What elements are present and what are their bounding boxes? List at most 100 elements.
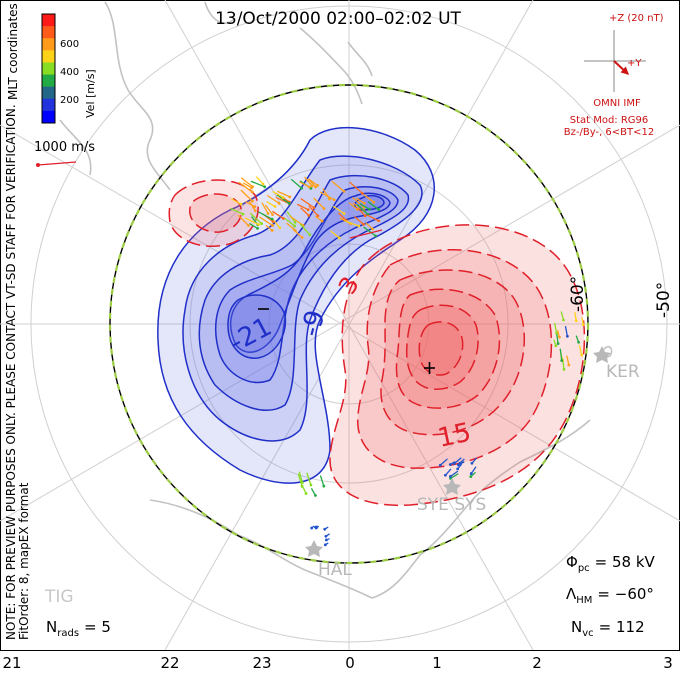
velocity-vector: [304, 176, 313, 187]
velocity-vector-origin: [316, 214, 320, 218]
velocity-vector: [271, 210, 284, 220]
vector-scale-line: [37, 161, 77, 166]
extrema-markers: [258, 308, 435, 374]
velocity-vector-origin: [581, 323, 585, 327]
pos-cell-fill-1: [329, 224, 586, 507]
neg-cell-fill-2: [182, 155, 423, 442]
velocity-vector: [258, 216, 273, 226]
velocity-vector: [357, 207, 366, 217]
velocity-vector-origin: [556, 342, 560, 345]
station-star-hal: [305, 540, 323, 557]
colorbar-axis-label: Vel [m/s]: [84, 69, 97, 118]
velocity-vector-origin: [361, 191, 364, 195]
pos-cell-fill-2: [357, 249, 553, 469]
velocity-vector-origin: [253, 209, 257, 213]
mlt-tick-0: 0: [345, 654, 355, 672]
velocity-vector-origin: [452, 462, 456, 465]
velocity-vector: [560, 311, 565, 321]
latitude-label-50: -50°: [654, 282, 674, 318]
velocity-vector: [559, 348, 563, 361]
velocity-vector: [261, 202, 269, 214]
velocity-vector: [242, 182, 252, 189]
velocity-vector: [578, 345, 583, 356]
velocity-vector: [363, 226, 376, 237]
velocity-vector-origin: [555, 331, 559, 335]
velocity-vector-origin: [273, 205, 277, 208]
velocity-vector-origin: [337, 236, 341, 240]
velocity-vector-origin: [293, 221, 297, 224]
velocity-vector: [556, 334, 559, 344]
velocity-vector-origin: [270, 217, 274, 221]
velocity-vector-origin: [271, 220, 275, 224]
station-label-hal: HAL: [318, 560, 352, 580]
velocity-vector-origin: [281, 196, 285, 199]
velocity-vector: [272, 219, 281, 229]
velocity-vector: [337, 212, 347, 222]
velocity-vector-origin: [324, 534, 328, 538]
velocity-vector-origin: [287, 202, 291, 205]
velocity-vector: [363, 194, 375, 203]
pos-small-cell-2: [189, 193, 242, 233]
velocity-vector: [359, 203, 370, 210]
velocity-vector: [290, 178, 303, 189]
velocity-vector-origin: [261, 182, 265, 186]
velocity-vector-origin: [377, 208, 381, 211]
velocity-vector-origin: [438, 463, 442, 467]
velocity-vector: [306, 472, 312, 486]
velocity-vector-origin: [324, 538, 328, 542]
velocity-vector: [250, 180, 265, 188]
colorbar-swatch: [42, 98, 55, 112]
velocity-vector: [365, 222, 373, 230]
velocity-vector: [330, 230, 340, 239]
coast-antarctica: [149, 419, 591, 599]
colorbar-border: [41, 13, 56, 124]
velocity-vector-origin: [470, 461, 474, 465]
velocity-vector-origin: [306, 208, 310, 212]
velocity-vector: [554, 322, 558, 334]
velocity-vector-origin: [314, 525, 317, 529]
velocity-vector: [322, 188, 331, 200]
velocity-vector: [244, 217, 260, 226]
velocity-vector-origin: [307, 214, 311, 217]
velocity-vector-origin: [469, 475, 473, 478]
station-star-sye: [443, 478, 461, 495]
colorbar-swatch: [42, 62, 55, 76]
neg-cell-fill-5: [229, 192, 391, 353]
velocity-vector: [272, 190, 284, 199]
velocity-vector: [348, 202, 358, 210]
velocity-vector-origin: [316, 183, 320, 187]
velocity-vector: [299, 223, 311, 236]
velocity-vector-origin: [469, 472, 473, 475]
velocity-vector: [354, 216, 364, 225]
velocity-vector: [286, 222, 296, 231]
colorbar-swatch: [42, 50, 55, 63]
vector-scale-label: 1000 m/s: [34, 140, 95, 155]
vector-scale: 1000 m/s: [34, 140, 95, 167]
velocity-vector-origin: [565, 334, 569, 338]
velocity-vector-origin: [332, 198, 336, 202]
velocity-vector: [297, 473, 303, 487]
mlt-tick-1: 1: [432, 654, 442, 672]
velocity-vector: [237, 214, 249, 226]
velocity-vector: [367, 201, 380, 211]
velocity-vector-origin: [310, 184, 314, 188]
velocity-vector-origin: [342, 189, 346, 193]
velocity-vector: [331, 180, 345, 192]
colorbar-tick-200: 200: [60, 95, 79, 106]
velocity-vector-origin: [266, 212, 270, 215]
velocity-vector-origin: [241, 212, 245, 216]
velocity-vector: [245, 201, 255, 208]
imf-clock: +Z (20 nT) +Y OMNI IMF Stat Mod: RG96 Bz…: [564, 13, 664, 138]
velocity-vector: [229, 207, 244, 215]
velocity-vector-origin: [278, 226, 282, 230]
station-label-sye-sys: SYE SYS: [417, 495, 486, 515]
velocity-vector-origin: [577, 340, 580, 344]
velocity-vector: [298, 471, 303, 483]
velocity-vector: [240, 189, 253, 202]
velocity-vector-origin: [314, 185, 318, 189]
velocity-vector: [349, 181, 363, 194]
imf-conditions: Bz-/By-, 6<BT<12: [564, 127, 654, 138]
velocity-vectors: [229, 176, 585, 547]
station-label-ker: KER: [606, 362, 640, 382]
